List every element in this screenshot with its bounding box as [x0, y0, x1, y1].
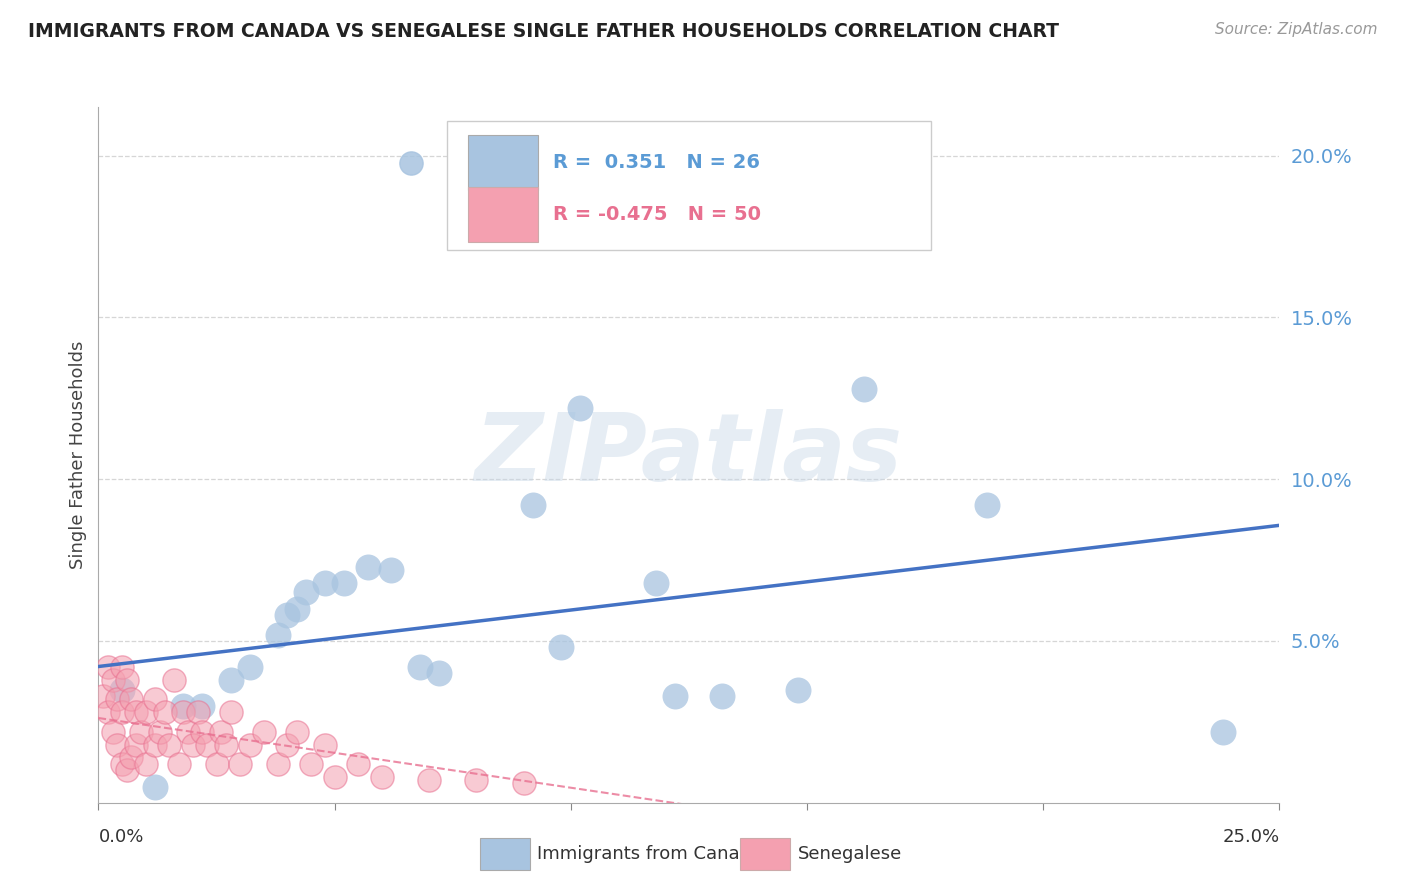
Point	[172, 698, 194, 713]
Point	[129, 724, 152, 739]
Point	[191, 724, 214, 739]
Point	[253, 724, 276, 739]
Point	[276, 738, 298, 752]
Point	[267, 756, 290, 771]
Point	[512, 776, 534, 790]
Text: Senegalese: Senegalese	[797, 845, 901, 863]
Point	[177, 724, 200, 739]
Point	[163, 673, 186, 687]
Point	[101, 724, 124, 739]
Point	[314, 575, 336, 590]
Point	[299, 756, 322, 771]
Point	[295, 585, 318, 599]
Point	[333, 575, 356, 590]
Point	[205, 756, 228, 771]
FancyBboxPatch shape	[468, 136, 537, 190]
Point	[852, 382, 875, 396]
Text: 25.0%: 25.0%	[1222, 828, 1279, 846]
Text: R = -0.475   N = 50: R = -0.475 N = 50	[553, 205, 761, 225]
Point	[219, 705, 242, 719]
Point	[644, 575, 666, 590]
Point	[125, 738, 148, 752]
Point	[229, 756, 252, 771]
Point	[285, 724, 308, 739]
Text: IMMIGRANTS FROM CANADA VS SENEGALESE SINGLE FATHER HOUSEHOLDS CORRELATION CHART: IMMIGRANTS FROM CANADA VS SENEGALESE SIN…	[28, 22, 1059, 41]
Point	[153, 705, 176, 719]
Point	[267, 627, 290, 641]
Point	[550, 640, 572, 655]
Point	[380, 563, 402, 577]
Point	[97, 705, 120, 719]
Point	[115, 764, 138, 778]
Point	[97, 660, 120, 674]
Point	[239, 660, 262, 674]
Point	[711, 689, 734, 703]
Point	[1212, 724, 1234, 739]
Point	[121, 750, 143, 764]
Point	[105, 692, 128, 706]
Point	[115, 673, 138, 687]
Text: 0.0%: 0.0%	[98, 828, 143, 846]
Point	[357, 559, 380, 574]
Point	[143, 738, 166, 752]
Point	[143, 780, 166, 794]
Point	[157, 738, 180, 752]
Point	[91, 689, 114, 703]
Text: Immigrants from Canada: Immigrants from Canada	[537, 845, 762, 863]
Point	[167, 756, 190, 771]
Text: R =  0.351   N = 26: R = 0.351 N = 26	[553, 153, 761, 172]
Point	[285, 601, 308, 615]
Point	[125, 705, 148, 719]
Point	[209, 724, 232, 739]
Point	[181, 738, 204, 752]
Point	[786, 682, 808, 697]
Point	[371, 770, 394, 784]
Point	[314, 738, 336, 752]
Point	[143, 692, 166, 706]
Y-axis label: Single Father Households: Single Father Households	[69, 341, 87, 569]
Point	[664, 689, 686, 703]
Point	[427, 666, 450, 681]
Point	[111, 682, 134, 697]
Point	[101, 673, 124, 687]
Text: Source: ZipAtlas.com: Source: ZipAtlas.com	[1215, 22, 1378, 37]
Point	[187, 705, 209, 719]
Point	[347, 756, 370, 771]
Point	[135, 705, 157, 719]
Point	[522, 498, 544, 512]
FancyBboxPatch shape	[468, 187, 537, 243]
Point	[219, 673, 242, 687]
Point	[105, 738, 128, 752]
Point	[239, 738, 262, 752]
Point	[172, 705, 194, 719]
Point	[465, 773, 488, 788]
Point	[408, 660, 430, 674]
Text: ZIPatlas: ZIPatlas	[475, 409, 903, 501]
Point	[195, 738, 218, 752]
Point	[191, 698, 214, 713]
Point	[215, 738, 238, 752]
Point	[323, 770, 346, 784]
Point	[276, 608, 298, 623]
Point	[976, 498, 998, 512]
Point	[569, 401, 592, 415]
Point	[149, 724, 172, 739]
FancyBboxPatch shape	[447, 121, 931, 250]
Point	[121, 692, 143, 706]
Point	[135, 756, 157, 771]
Point	[111, 756, 134, 771]
Point	[111, 660, 134, 674]
Point	[111, 705, 134, 719]
Point	[418, 773, 440, 788]
